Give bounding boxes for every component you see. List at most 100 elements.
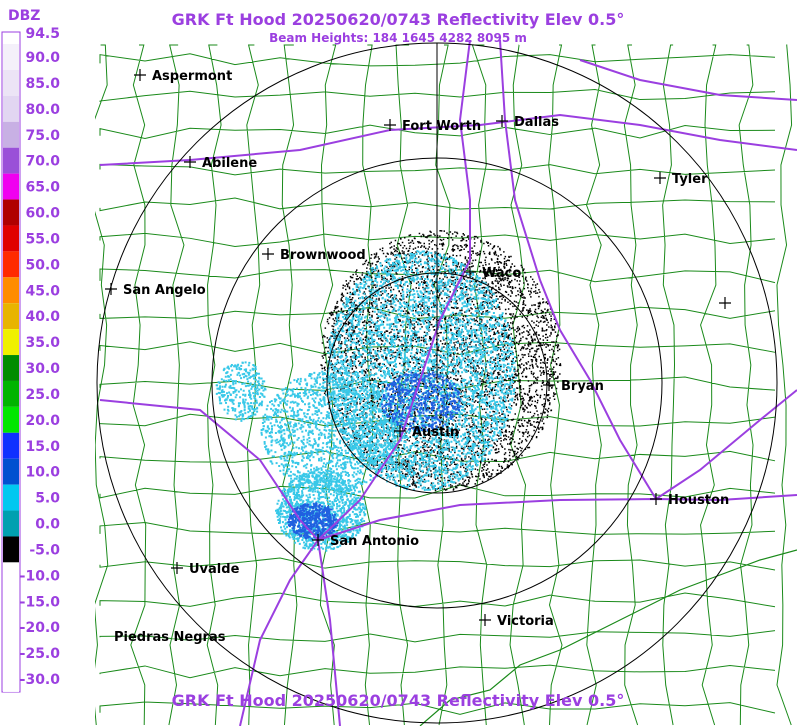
- city-label: Tyler: [672, 172, 708, 187]
- color-swatch: [3, 251, 19, 278]
- city-label: Houston: [668, 493, 729, 508]
- highway: [99, 113, 797, 166]
- footer-title: GRK Ft Hood 20250620/0743 Reflectivity E…: [172, 691, 625, 710]
- legend-label: 25.0: [25, 387, 60, 403]
- color-swatch: [3, 147, 19, 174]
- highway: [317, 494, 797, 541]
- city-marker: [654, 172, 666, 184]
- color-swatch: [3, 121, 19, 148]
- radar-echo: [215, 230, 562, 552]
- echo-light: [215, 250, 517, 552]
- color-swatch: [3, 640, 19, 667]
- legend-label: 50.0: [25, 257, 60, 273]
- legend-label: 75.0: [25, 128, 60, 144]
- city-marker: [464, 266, 476, 278]
- color-swatch: [3, 666, 19, 692]
- legend-label: 35.0: [25, 335, 60, 351]
- legend-label: 60.0: [25, 206, 60, 222]
- city-label: Austin: [412, 425, 459, 440]
- highways: [99, 39, 797, 726]
- color-swatch: [3, 44, 19, 70]
- legend-label: 80.0: [25, 102, 60, 118]
- city-label: San Angelo: [123, 283, 206, 298]
- color-swatch: [3, 406, 19, 433]
- color-swatch: [3, 510, 19, 537]
- title: GRK Ft Hood 20250620/0743 Reflectivity E…: [172, 10, 625, 29]
- city-label: Abilene: [202, 156, 257, 171]
- legend-label: 20.0: [25, 413, 60, 429]
- city-marker: [384, 119, 396, 131]
- color-swatch: [3, 277, 19, 304]
- color-swatch: [3, 199, 19, 226]
- city-label: Dallas: [514, 115, 559, 130]
- city-label: Piedras Negras: [114, 630, 226, 645]
- legend-label: 10.0: [25, 465, 60, 481]
- city-marker: [394, 425, 406, 437]
- legend-label: 0.0: [35, 517, 60, 533]
- subtitle: Beam Heights: 184 1645 4282 8095 m: [269, 31, 527, 45]
- legend-label: -25.0: [20, 646, 61, 662]
- color-swatch: [3, 95, 19, 122]
- cities: Aspermont Fort Worth Dallas Abilene Tyler Bro…: [105, 69, 729, 645]
- highway: [499, 39, 657, 500]
- color-swatch: [3, 69, 19, 96]
- city-label: San Antonio: [330, 534, 419, 549]
- highway: [579, 59, 797, 101]
- city-marker: [262, 248, 274, 260]
- legend-label: 94.5: [25, 26, 60, 42]
- legend-label: 5.0: [35, 491, 60, 507]
- city-marker: [496, 115, 508, 127]
- legend-label: -20.0: [20, 620, 61, 636]
- highway: [239, 39, 471, 726]
- color-swatch: [3, 225, 19, 252]
- color-swatch: [3, 536, 19, 563]
- legend-label: 45.0: [25, 283, 60, 299]
- city-marker: [134, 69, 146, 81]
- color-swatch: [3, 173, 19, 200]
- legend-label: 90.0: [25, 50, 60, 66]
- county-lines: [91, 44, 793, 726]
- color-swatch: [3, 303, 19, 330]
- city-marker: [105, 283, 117, 295]
- city-marker: [312, 534, 324, 546]
- color-swatch: [3, 432, 19, 459]
- city-marker: [543, 379, 555, 391]
- highway: [99, 399, 341, 726]
- legend-label: 40.0: [25, 309, 60, 325]
- range-rings: [96, 42, 778, 724]
- legend-label: 55.0: [25, 231, 60, 247]
- city-label: Uvalde: [189, 562, 240, 577]
- color-swatch: [3, 458, 19, 485]
- color-swatch: [3, 484, 19, 511]
- city-label: Brownwood: [280, 248, 366, 263]
- city-marker: [184, 156, 196, 168]
- highway: [655, 389, 797, 500]
- city-label: Waco: [482, 266, 521, 281]
- legend-label: 15.0: [25, 439, 60, 455]
- color-swatch: [3, 588, 19, 615]
- legend-label: -30.0: [20, 672, 61, 688]
- color-swatch: [3, 355, 19, 381]
- color-swatch: [3, 33, 19, 45]
- legend-unit: DBZ: [8, 8, 40, 24]
- city-label: Aspermont: [152, 69, 232, 84]
- color-swatch: [3, 329, 19, 356]
- color-swatch: [3, 614, 19, 641]
- city-marker: [650, 493, 662, 505]
- color-swatch: [3, 562, 19, 589]
- echo-moderate: [287, 371, 462, 540]
- legend-label: 65.0: [25, 180, 60, 196]
- legend: 94.5 90.0 85.0 80.0 75.0 70.0 65.0 60.0 55.0 50.0…: [3, 26, 60, 692]
- city-label: Victoria: [497, 614, 554, 629]
- legend-label: -10.0: [20, 568, 61, 584]
- city-label: Fort Worth: [402, 119, 481, 134]
- city-marker: [719, 297, 731, 309]
- county-boundaries: [91, 44, 793, 726]
- legend-label: 30.0: [25, 361, 60, 377]
- color-swatch: [3, 380, 19, 407]
- city-marker: [171, 562, 183, 574]
- legend-label: 85.0: [25, 76, 60, 92]
- city-marker: [479, 614, 491, 626]
- legend-label: -5.0: [29, 542, 60, 558]
